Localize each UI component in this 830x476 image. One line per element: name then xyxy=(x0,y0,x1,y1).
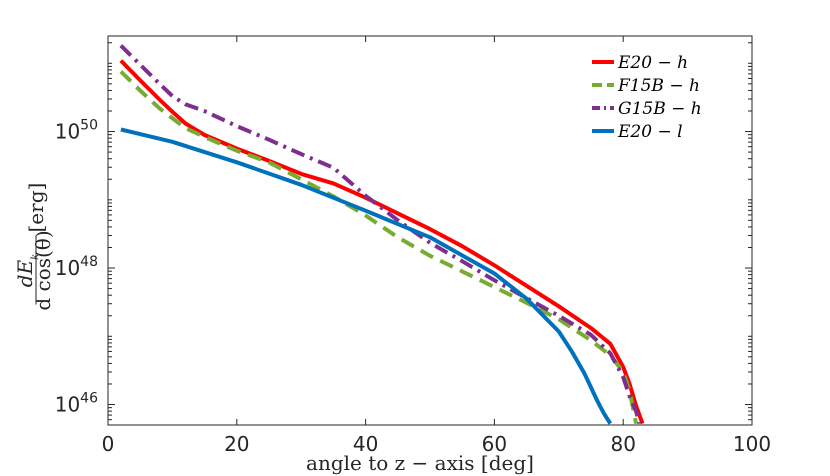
series-line-2 xyxy=(119,70,639,424)
x-tick-label: 60 xyxy=(482,432,507,456)
series-line-4 xyxy=(120,127,612,425)
x-axis-label: angle to z − axis [deg] xyxy=(306,451,534,475)
y-tick-label: 1048 xyxy=(55,254,98,280)
y-axis-label-unit: [erg] xyxy=(24,183,48,233)
legend-entry-1: E20 − h xyxy=(617,53,688,73)
legend: E20 − h F15B − h G15B − h E20 − l xyxy=(592,53,702,142)
plot-frame xyxy=(107,35,753,426)
legend-entry-2: F15B − h xyxy=(617,76,700,96)
x-tick-label: 100 xyxy=(733,432,771,456)
x-tick-label: 0 xyxy=(102,432,115,456)
ticks-layer: 0 20 40 60 80 100 1046 1048 1050 xyxy=(55,36,771,456)
x-tick-label: 20 xyxy=(224,432,249,456)
series-layer xyxy=(119,44,645,425)
y-tick-label: 1050 xyxy=(55,118,98,144)
y-axis-label-numerator: dEk xyxy=(13,254,41,287)
y-tick-label: 1046 xyxy=(55,391,98,417)
x-tick-label: 80 xyxy=(610,432,635,456)
x-tick-label: 40 xyxy=(353,432,378,456)
y-axis-label: dEk d cos(θ) [erg] xyxy=(13,183,55,311)
axes-box xyxy=(107,35,753,426)
y-axis-label-denominator: d cos(θ) xyxy=(31,230,55,310)
series-line-3 xyxy=(119,44,642,425)
legend-entry-4: E20 − l xyxy=(617,122,683,142)
series-line-1 xyxy=(119,59,645,425)
legend-entry-3: G15B − h xyxy=(618,99,702,119)
